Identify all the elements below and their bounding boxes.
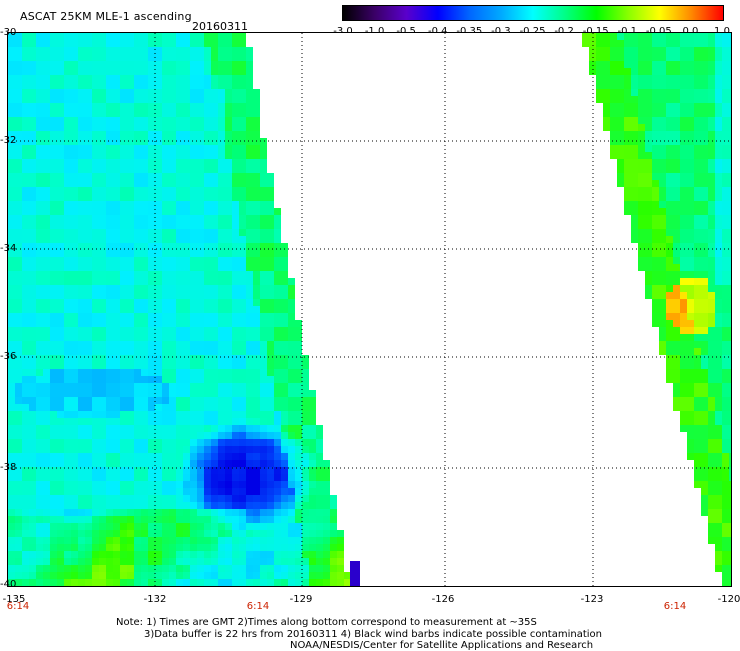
- lat-label-34: -34: [0, 243, 17, 254]
- lat-label-32: -32: [0, 135, 17, 146]
- map-title: ASCAT 25KM MLE-1 ascending: [20, 10, 192, 23]
- lon-label-129: -129: [289, 594, 313, 605]
- lat-label-40: -40: [0, 579, 17, 590]
- swath-map-canvas: [8, 33, 731, 586]
- lat-label-30: -30: [0, 27, 17, 38]
- note-line-3: NOAA/NESDIS/Center for Satellite Applica…: [290, 640, 594, 651]
- swath-map: [7, 32, 732, 587]
- color-scale-label: 0.0: [682, 26, 698, 37]
- color-scale-label: -1.0: [365, 26, 385, 37]
- lat-label-36: -36: [0, 351, 17, 362]
- color-scale-bar: [342, 5, 724, 21]
- time-label-left: 6:14: [6, 601, 30, 612]
- color-scale-label: -0.25: [520, 26, 546, 37]
- map-gridlines: [8, 33, 731, 586]
- swath-cells: [8, 33, 731, 586]
- lon-label-120: -120: [717, 594, 740, 605]
- time-label-center: 6:14: [246, 601, 270, 612]
- swath-edge-cell: [350, 561, 360, 586]
- color-scale-label: -0.5: [396, 26, 416, 37]
- color-scale-label: -0.05: [646, 26, 672, 37]
- lon-label-135: -135: [2, 594, 26, 605]
- lon-label-126: -126: [431, 594, 455, 605]
- color-scale-label: -0.2: [554, 26, 574, 37]
- color-scale-label: -0.1: [617, 26, 637, 37]
- lon-label-132: -132: [143, 594, 167, 605]
- color-scale-label: -0.4: [428, 26, 448, 37]
- lat-label-38: -38: [0, 462, 17, 473]
- color-scale-label: -3.0: [333, 26, 353, 37]
- time-label-right: 6:14: [663, 601, 687, 612]
- lon-label-123: -123: [580, 594, 604, 605]
- map-date: 20160311: [192, 20, 248, 33]
- note-line-1: Note: 1) Times are GMT 2)Times along bot…: [116, 617, 537, 628]
- color-scale-label: -0.15: [583, 26, 609, 37]
- note-line-2: 3)Data buffer is 22 hrs from 20160311 4)…: [144, 629, 602, 640]
- color-scale-label: 1.0: [714, 26, 730, 37]
- color-scale-label: -0.35: [456, 26, 482, 37]
- color-scale-label: -0.3: [491, 26, 511, 37]
